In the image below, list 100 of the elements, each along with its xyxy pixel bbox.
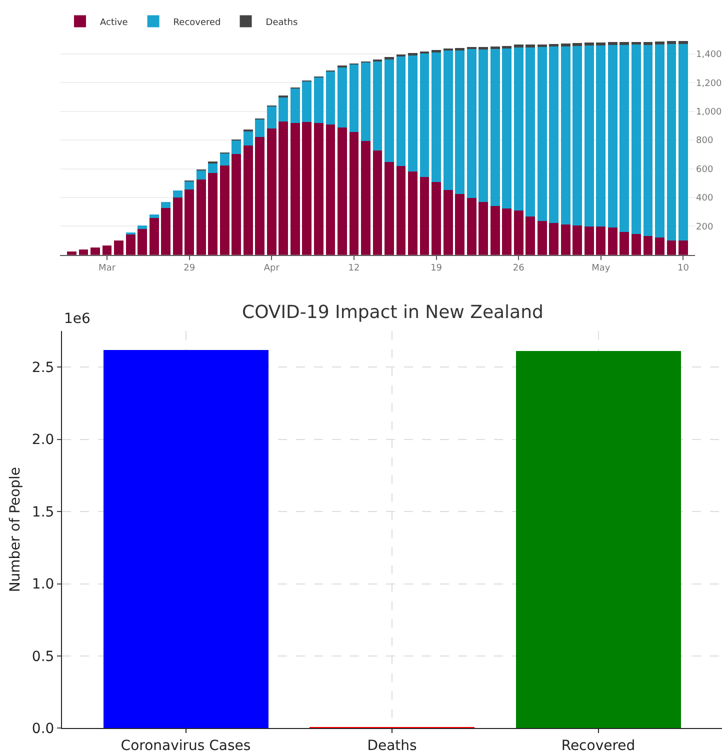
bar	[255, 118, 265, 137]
bar	[220, 165, 230, 255]
bar	[432, 50, 441, 53]
bar	[278, 96, 288, 122]
bar	[255, 136, 265, 255]
bar	[608, 42, 618, 45]
bar	[266, 128, 276, 255]
bar	[314, 122, 324, 255]
bar	[184, 181, 194, 190]
bar	[314, 76, 324, 123]
bar	[432, 182, 441, 255]
bar	[443, 50, 453, 190]
x-tick-label: 29	[184, 264, 196, 274]
x-tick-label: 19	[430, 264, 442, 274]
bar	[466, 198, 476, 255]
x-tick-label: 12	[348, 264, 360, 274]
bar	[455, 48, 465, 51]
bar	[502, 208, 512, 255]
bar	[560, 46, 570, 224]
bar	[560, 44, 570, 46]
bar	[396, 166, 406, 255]
bar	[172, 197, 182, 255]
bar	[620, 42, 630, 45]
bar	[220, 153, 230, 166]
y-tick-label: 600	[696, 164, 714, 175]
bar	[572, 225, 582, 255]
x-tick-label: May	[592, 264, 611, 274]
bar	[596, 42, 606, 46]
bar	[643, 236, 653, 255]
bar	[572, 46, 582, 226]
x-tick-label: Deaths	[367, 738, 417, 754]
bar	[502, 48, 512, 209]
bar	[232, 154, 242, 255]
bar	[443, 190, 453, 255]
bar	[349, 132, 359, 255]
bar	[408, 53, 418, 56]
bar	[372, 60, 382, 151]
bar	[126, 234, 136, 255]
x-tick-label: Apr	[264, 264, 280, 274]
bar	[455, 50, 465, 194]
bar	[302, 122, 312, 255]
bar	[103, 350, 268, 728]
bar	[620, 44, 630, 232]
chart-title: COVID-19 Impact in New Zealand	[242, 302, 544, 323]
bar	[549, 222, 559, 255]
bar	[396, 54, 406, 57]
bar	[584, 226, 594, 255]
bar	[290, 88, 300, 124]
bar	[537, 46, 547, 221]
bar	[149, 218, 159, 255]
bar	[408, 172, 418, 255]
y-tick-label: 200	[696, 222, 714, 232]
bar	[584, 42, 594, 46]
bar	[655, 41, 664, 44]
bar	[196, 170, 206, 180]
y-axis-title: Number of People	[8, 467, 24, 592]
bar	[232, 140, 242, 154]
bar	[361, 62, 370, 141]
bar	[666, 44, 676, 241]
bar	[138, 226, 148, 230]
text: 1e6	[64, 311, 91, 327]
bar	[149, 214, 159, 218]
bar	[243, 130, 253, 146]
bar	[632, 44, 641, 234]
bar	[478, 202, 488, 255]
y-tick-label: 1,400	[696, 50, 722, 60]
y-tick-label: 0.5	[32, 648, 54, 665]
bar	[138, 229, 148, 255]
bar	[326, 70, 336, 124]
bar	[408, 54, 418, 172]
y-tick-label: 800	[696, 136, 714, 146]
bar	[537, 220, 547, 255]
bar	[243, 146, 253, 255]
bar	[560, 224, 570, 255]
bar	[596, 226, 606, 255]
bar	[620, 232, 630, 255]
bar	[655, 44, 664, 238]
bar	[466, 49, 476, 198]
bar	[372, 150, 382, 255]
bar	[526, 216, 536, 255]
bar	[266, 106, 276, 128]
y-tick-label: 1,000	[696, 107, 722, 118]
bar	[596, 45, 606, 226]
bar	[384, 162, 394, 255]
bar	[666, 240, 676, 255]
bar	[290, 123, 300, 255]
y-tick-label: 1,200	[696, 78, 722, 89]
bar	[516, 351, 681, 728]
bar	[208, 162, 218, 173]
bar	[384, 57, 394, 60]
bar	[490, 46, 500, 50]
y-tick-label: 1.0	[32, 576, 54, 593]
bar	[514, 47, 524, 211]
bar	[572, 42, 582, 46]
bar	[184, 189, 194, 255]
bar	[490, 49, 500, 206]
bar	[349, 64, 359, 132]
x-tick-label: 26	[512, 264, 525, 274]
bar	[490, 206, 500, 255]
bar	[420, 177, 430, 255]
